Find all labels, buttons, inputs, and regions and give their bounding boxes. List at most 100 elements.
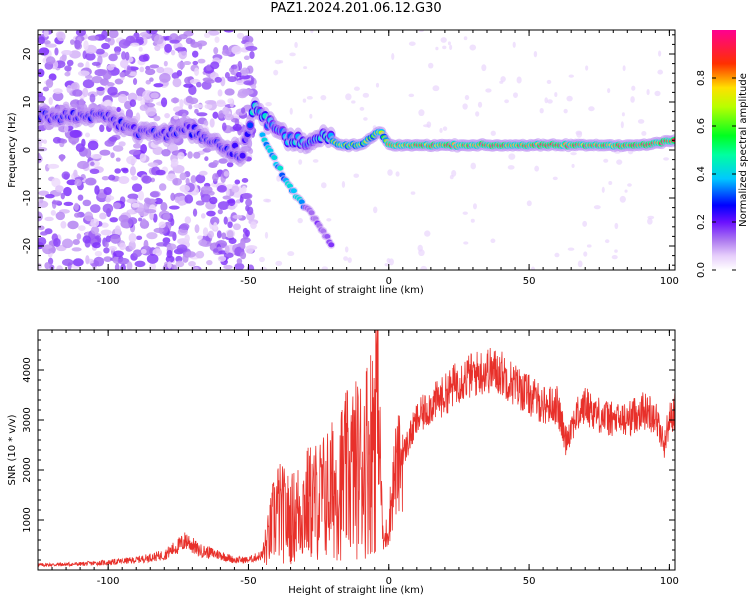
heatmap-noise-blob (185, 177, 190, 185)
heatmap-noise-blob (103, 247, 110, 254)
heatmap-noise-blob (294, 41, 298, 49)
heatmap-noise-blob (197, 235, 204, 240)
colorbar-tick-label: 0.8 (696, 70, 707, 86)
heatmap-noise-blob (198, 42, 203, 50)
heatmap-noise-blob (50, 209, 56, 216)
heatmap-noise-blob (222, 195, 231, 200)
heatmap-noise-blob (217, 184, 227, 193)
heatmap-noise-blob (563, 108, 568, 114)
heatmap-noise-blob (204, 99, 217, 105)
heatmap-noise-blob (184, 234, 190, 243)
heatmap-noise-blob (114, 263, 120, 270)
heatmap-noise-blob (169, 39, 180, 44)
heatmap-noise-blob (135, 235, 143, 241)
heatmap-noise-blob (44, 216, 54, 222)
y-tick-label: 0 (22, 147, 33, 153)
heatmap-noise-blob (145, 68, 156, 76)
heatmap-noise-blob (71, 247, 82, 252)
heatmap-x-ticks: -100 -50 0 50 100 (37, 30, 679, 287)
heatmap-noise-blob (245, 245, 254, 254)
heatmap-noise-blob (101, 175, 110, 181)
heatmap-noise-blob (66, 179, 77, 186)
heatmap-noise-blob (85, 148, 92, 159)
heatmap-noise-blob (209, 196, 218, 205)
heatmap-noise-blob (38, 138, 44, 144)
heatmap-noise-blob (52, 91, 64, 102)
heatmap-noise-blob (620, 121, 624, 129)
heatmap-noise-blob (552, 176, 558, 181)
heatmap-noise-blob (601, 186, 605, 193)
heatmap-noise-blob (192, 60, 199, 66)
heatmap-noise-blob (74, 178, 82, 187)
heatmap-noise-blob (178, 200, 185, 206)
heatmap-noise-blob (654, 90, 661, 97)
heatmap-noise-blob (320, 94, 327, 101)
heatmap-noise-blob (51, 200, 62, 205)
heatmap-noise-blob (621, 112, 625, 117)
heatmap-noise-blob (120, 263, 126, 270)
heatmap-noise-blob (99, 149, 111, 156)
heatmap-noise-blob (641, 131, 647, 136)
heatmap-noise-blob (234, 262, 245, 270)
heatmap-noise-blob (236, 32, 245, 39)
heatmap-noise-blob (85, 177, 97, 186)
heatmap-noise-blob (44, 262, 51, 270)
heatmap-noise-blob (603, 158, 609, 163)
heatmap-noise-blob (424, 230, 431, 237)
y-tick-label: 1000 (22, 507, 33, 532)
heatmap-noise-blob (162, 213, 171, 221)
heatmap-noise-blob (195, 250, 205, 259)
heatmap-noise-blob (227, 76, 238, 83)
heatmap-noise-blob (156, 66, 165, 74)
heatmap-branch-blob (308, 210, 315, 216)
heatmap-noise-blob (38, 68, 45, 78)
heatmap-noise-blob (206, 210, 216, 217)
heatmap-noise-blob (226, 161, 234, 168)
heatmap-noise-blob (228, 237, 237, 244)
heatmap-noise-blob (245, 205, 250, 212)
heatmap-noise-blob (343, 256, 349, 261)
heatmap-noise-blob (490, 130, 496, 136)
heatmap-noise-blob (507, 165, 515, 170)
heatmap-noise-blob (82, 235, 91, 244)
heatmap-noise-blob (114, 51, 121, 56)
heatmap-noise-blob (196, 112, 208, 117)
heatmap-noise-blob (410, 191, 416, 195)
heatmap-noise-blob (119, 59, 129, 69)
heatmap-noise-blob (190, 175, 197, 184)
heatmap-noise-blob (576, 131, 583, 138)
heatmap-noise-blob (119, 71, 126, 78)
heatmap-noise-blob (135, 112, 141, 122)
heatmap-noise-blob (214, 36, 220, 44)
heatmap-noise-blob (116, 106, 121, 113)
heatmap-noise-blob (140, 143, 148, 154)
heatmap-noise-blob (59, 154, 65, 162)
heatmap-noise-blob (149, 77, 154, 82)
heatmap-noise-blob (109, 217, 118, 223)
heatmap-noise-blob (112, 250, 124, 258)
heatmap-branch-blob (271, 155, 278, 161)
heatmap-noise-blob (302, 98, 307, 103)
heatmap-noise-blob (593, 205, 601, 210)
heatmap-noise-blob (47, 163, 60, 169)
heatmap-noise-blob (241, 178, 249, 183)
heatmap-noise-blob (631, 85, 636, 91)
heatmap-noise-blob (94, 250, 103, 257)
heatmap-noise-blob (89, 168, 100, 175)
heatmap-noise-blob (194, 108, 199, 114)
heatmap-noise-blob (173, 115, 180, 120)
heatmap-noise-blob (215, 101, 227, 108)
heatmap-noise-blob (194, 224, 200, 234)
heatmap-noise-blob (607, 88, 611, 94)
heatmap-noise-blob (149, 262, 157, 270)
chart-title: PAZ1.2024.201.06.12.G30 (270, 1, 442, 16)
heatmap-noise-blob (140, 248, 147, 254)
heatmap-noise-blob (203, 120, 209, 127)
x-tick-label: 50 (523, 276, 536, 287)
heatmap-noise-blob (131, 202, 140, 208)
heatmap-noise-blob (85, 255, 90, 265)
heatmap-noise-blob (647, 217, 653, 225)
heatmap-noise-blob (298, 159, 303, 165)
heatmap-noise-blob (152, 146, 164, 156)
heatmap-noise-blob (112, 145, 124, 152)
